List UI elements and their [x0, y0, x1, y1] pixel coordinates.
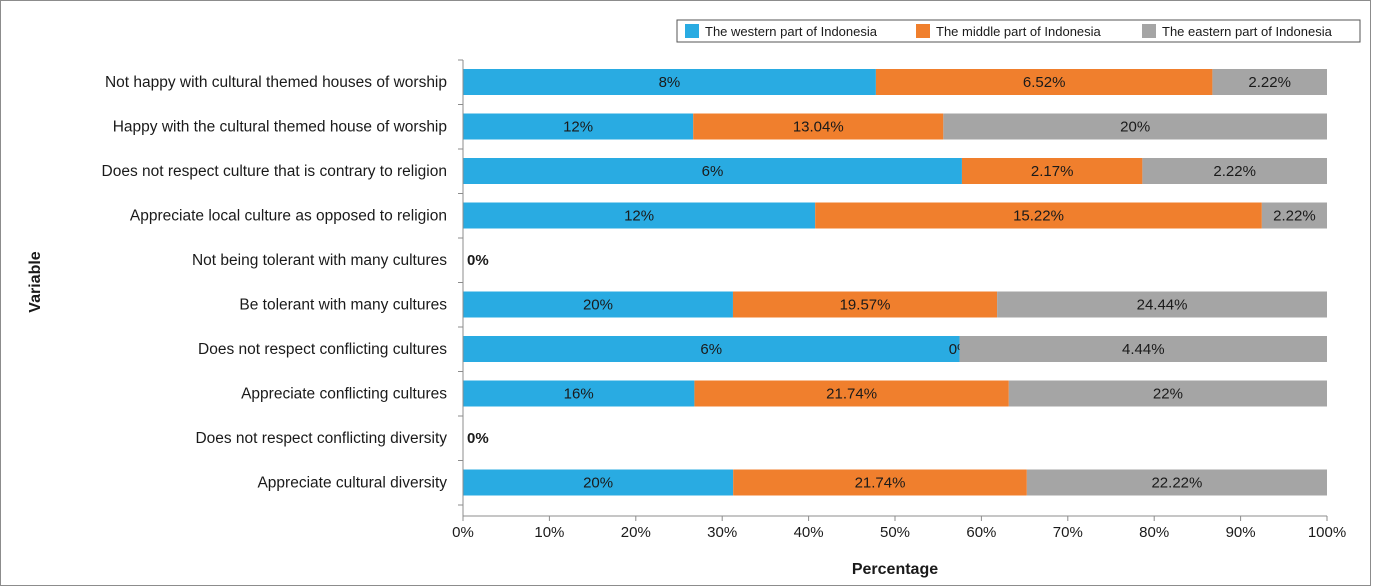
bar-segment [463, 113, 694, 140]
bar-segment [463, 291, 733, 318]
data-label: 22.22% [1151, 475, 1202, 492]
data-label: 15.22% [1013, 208, 1064, 225]
bar-segment [1142, 158, 1327, 184]
x-tick-label: 0% [452, 524, 474, 541]
bars-layer: 8% 6.52% 2.22% 12% 13.04% 20% 6% 2.17% 2.22% 12% 1… [463, 69, 1327, 496]
data-label: 22% [1153, 386, 1183, 403]
x-tick-label: 20% [621, 524, 651, 541]
bar-segment [463, 202, 816, 229]
bar-segment [959, 336, 1327, 362]
bar-segment [463, 469, 734, 496]
category-label: Does not respect conflicting cultures [198, 341, 447, 358]
data-label: 2.22% [1213, 163, 1256, 180]
bar-segment [1008, 380, 1327, 407]
legend-swatch [685, 24, 699, 38]
legend-label: The middle part of Indonesia [936, 24, 1102, 39]
bar-segment [943, 113, 1327, 140]
x-tick-label: 80% [1139, 524, 1169, 541]
x-tick-label: 60% [966, 524, 996, 541]
bar-segment [694, 380, 1009, 407]
data-label: 4.44% [1122, 341, 1165, 358]
bar-segment [815, 202, 1262, 229]
data-label: 12% [563, 119, 593, 136]
data-label: 2.17% [1031, 163, 1074, 180]
category-label: Appreciate conflicting cultures [241, 386, 447, 403]
data-label: 12% [624, 208, 654, 225]
data-label: 21.74% [855, 475, 906, 492]
x-tick-label: 90% [1226, 524, 1256, 541]
data-label: 8% [659, 74, 681, 91]
data-label: 6% [700, 341, 722, 358]
bar-segment [463, 380, 695, 407]
bar-segment [1212, 69, 1327, 95]
data-label: 20% [583, 475, 613, 492]
bar-segment [1261, 202, 1327, 229]
data-label: 24.44% [1137, 297, 1188, 314]
legend-box [676, 19, 1361, 43]
bar-segment [463, 69, 876, 95]
legend-swatch [1142, 24, 1156, 38]
bar-segment [997, 291, 1327, 318]
data-label: 6.52% [1023, 74, 1066, 91]
data-label: 19.57% [840, 297, 891, 314]
category-label: Be tolerant with many cultures [239, 297, 447, 314]
data-label: 2.22% [1273, 208, 1316, 225]
x-tick-label: 50% [880, 524, 910, 541]
data-label: 0% [467, 430, 489, 447]
x-tick-label: 100% [1308, 524, 1346, 541]
x-tick-label: 70% [1053, 524, 1083, 541]
x-tick-label: 40% [794, 524, 824, 541]
legend-label: The eastern part of Indonesia [1162, 24, 1333, 39]
bar-segment [875, 69, 1213, 95]
x-tick-label: 10% [534, 524, 564, 541]
x-axis-title: Percentage [852, 561, 938, 578]
bar-segment [693, 113, 944, 140]
category-label: Does not respect culture that is contrar… [102, 163, 447, 180]
data-label: 16% [564, 386, 594, 403]
category-label: Happy with the cultural themed house of … [113, 119, 447, 136]
data-label: 20% [583, 297, 613, 314]
bar-segment [732, 291, 998, 318]
axes-layer: Not happy with cultural themed houses of… [102, 59, 1346, 541]
data-label: 2.22% [1248, 74, 1291, 91]
category-label: Does not respect conflicting diversity [195, 430, 447, 447]
x-tick-label: 30% [707, 524, 737, 541]
bar-segment [733, 469, 1027, 496]
data-label: 13.04% [793, 119, 844, 136]
data-label: 20% [1120, 119, 1150, 136]
bar-segment [1026, 469, 1327, 496]
bar-segment [463, 158, 962, 184]
bar-segment [961, 158, 1143, 184]
category-label: Appreciate local culture as opposed to r… [130, 208, 447, 225]
category-label: Not happy with cultural themed houses of… [105, 74, 447, 91]
bar-segment [463, 336, 960, 362]
category-label: Not being tolerant with many cultures [192, 252, 447, 269]
category-label: Appreciate cultural diversity [257, 475, 447, 492]
y-axis-title: Variable [27, 251, 44, 312]
legend: The western part of Indonesia The middle … [676, 19, 1361, 43]
data-label: 6% [702, 163, 724, 180]
data-label: 21.74% [826, 386, 877, 403]
legend-label: The western part of Indonesia [705, 24, 878, 39]
legend-swatch [916, 24, 930, 38]
data-label: 0% [467, 252, 489, 269]
